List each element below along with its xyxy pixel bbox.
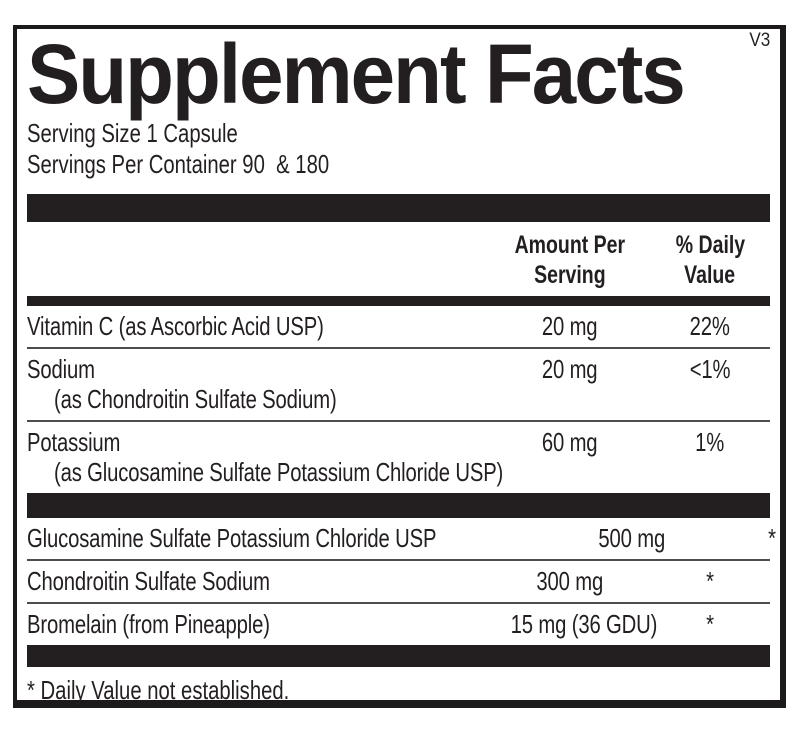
- ingredient-name: Chondroitin Sulfate Sodium: [27, 565, 270, 596]
- nutrient-daily-value: <1%: [689, 353, 731, 384]
- section-divider-bar-top: [27, 193, 770, 222]
- ingredient-name: Bromelain (from Pineapple): [27, 608, 270, 639]
- servings-per-container-text: Servings Per Container 90 & 180: [27, 148, 330, 179]
- serving-size-line: Serving Size 1 Capsule: [27, 118, 770, 149]
- section-divider-bar-bottom: [27, 644, 770, 667]
- amount-header-line2: Serving: [534, 260, 606, 289]
- servings-per-container-line: Servings Per Container 90 & 180: [27, 149, 770, 180]
- daily-value-footnote: * Daily Value not established.: [27, 674, 290, 705]
- nutrient-name: Vitamin C (as Ascorbic Acid USP): [27, 310, 324, 341]
- table-row-glucosamine: Glucosamine Sulfate Potassium Chloride U…: [27, 518, 776, 559]
- ingredient-amount: 300 mg: [536, 565, 604, 596]
- table-row-vitamin-c: Vitamin C (as Ascorbic Acid USP) 20 mg 2…: [27, 306, 770, 347]
- page-title: Supplement Facts: [27, 27, 770, 121]
- header-underline-bar: [27, 295, 770, 306]
- column-header-row: Amount Per Serving % Daily Value: [27, 222, 770, 296]
- table-row-bromelain: Bromelain (from Pineapple) 15 mg (36 GDU…: [27, 601, 770, 645]
- version-tag: V3: [747, 31, 770, 51]
- ingredient-name: Glucosamine Sulfate Potassium Chloride U…: [27, 522, 437, 553]
- table-row-sodium: Sodium 20 mg <1% (as Chondroitin Sulfate…: [27, 346, 770, 420]
- dv-header-line1: % Daily: [675, 230, 745, 259]
- nutrient-amount: 20 mg: [542, 353, 598, 384]
- section-divider-bar-middle: [27, 492, 770, 518]
- nutrient-amount: 20 mg: [542, 310, 598, 341]
- nutrient-name: Potassium: [27, 426, 121, 457]
- ingredient-daily-value: *: [767, 522, 776, 553]
- nutrient-daily-value: 1%: [695, 426, 725, 457]
- table-row-potassium: Potassium 60 mg 1% (as Glucosamine Sulfa…: [27, 419, 770, 493]
- nutrient-daily-value: 22%: [689, 310, 731, 341]
- dv-header-line2: Value: [684, 260, 736, 289]
- version-tag-text: V3: [749, 30, 770, 51]
- ingredient-daily-value: *: [706, 565, 714, 596]
- supplement-facts-panel: V3 Supplement Facts Serving Size 1 Capsu…: [13, 25, 786, 708]
- column-header-daily-value: % Daily Value: [650, 230, 770, 290]
- amount-header-line1: Amount Per: [514, 230, 626, 259]
- serving-info: Serving Size 1 Capsule Servings Per Cont…: [27, 118, 770, 180]
- page-title-text: Supplement Facts: [27, 27, 686, 121]
- nutrient-source-note: (as Glucosamine Sulfate Potassium Chlori…: [54, 456, 504, 487]
- serving-size-text: Serving Size 1 Capsule: [27, 117, 238, 148]
- nutrient-amount: 60 mg: [542, 426, 598, 457]
- column-header-amount: Amount Per Serving: [490, 230, 650, 290]
- nutrient-name: Sodium: [27, 353, 95, 384]
- ingredient-amount: 500 mg: [598, 522, 666, 553]
- nutrient-source-note: (as Chondroitin Sulfate Sodium): [54, 383, 337, 414]
- ingredient-daily-value: *: [706, 608, 714, 639]
- table-row-chondroitin: Chondroitin Sulfate Sodium 300 mg *: [27, 558, 770, 602]
- ingredient-amount: 15 mg (36 GDU): [510, 608, 658, 639]
